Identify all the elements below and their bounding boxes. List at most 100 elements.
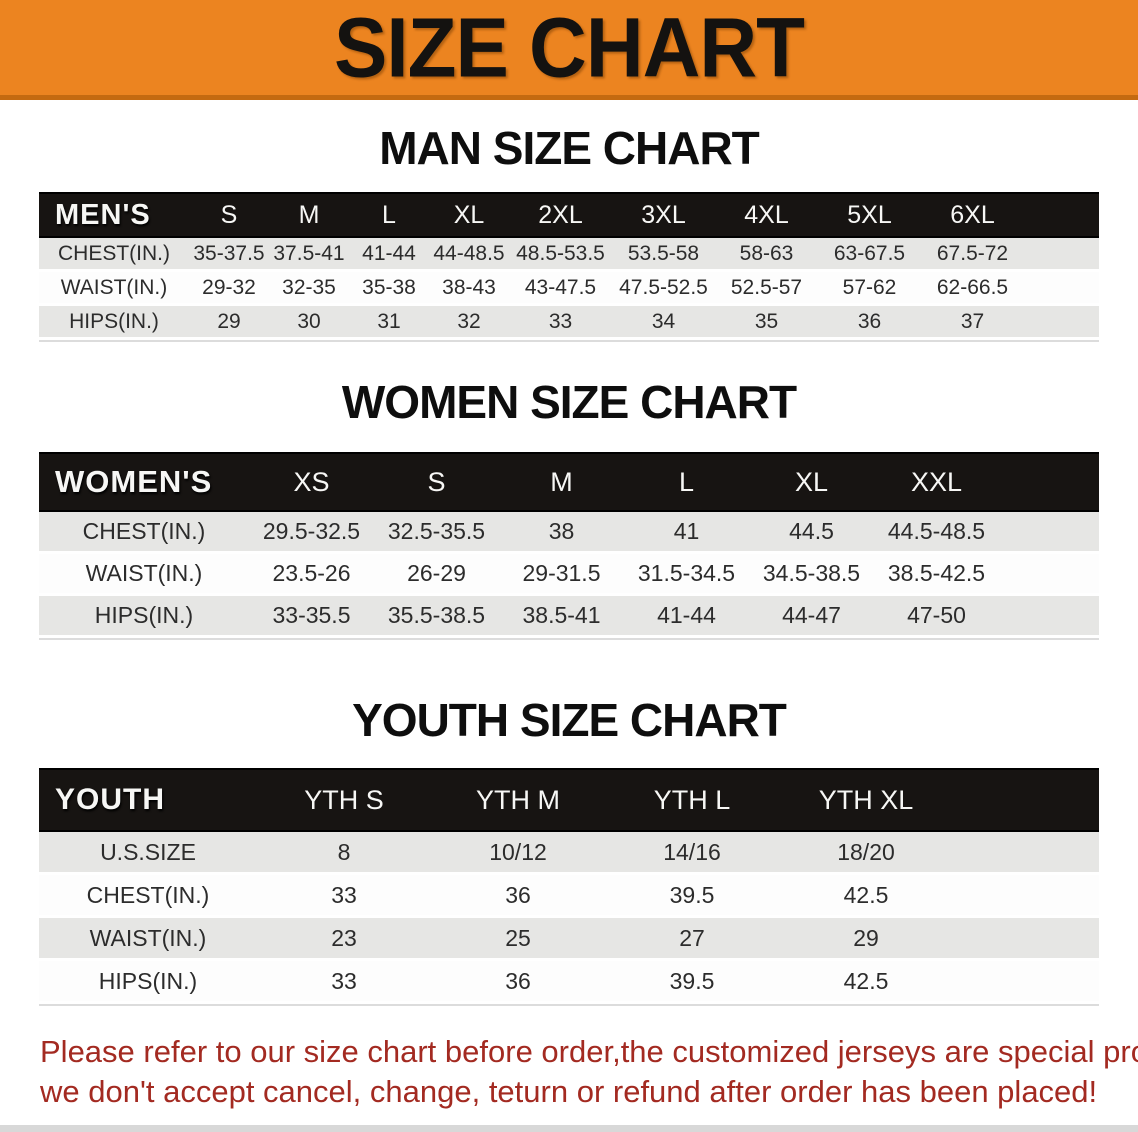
row-label: WAIST(IN.): [39, 918, 257, 961]
size-cell: 41: [624, 512, 749, 554]
size-column-header: YTH S: [257, 768, 431, 832]
size-cell: 29-31.5: [499, 554, 624, 596]
size-cell: 31: [349, 306, 429, 340]
size-cell: 38.5-41: [499, 596, 624, 638]
size-cell: 34: [612, 306, 715, 340]
size-column-header: S: [374, 452, 499, 512]
size-cell: 27: [605, 918, 779, 961]
row-label: HIPS(IN.): [39, 596, 249, 638]
size-cell: 48.5-53.5: [509, 238, 612, 272]
size-cell: 18/20: [779, 832, 953, 875]
size-cell: 42.5: [779, 875, 953, 918]
size-cell: 30: [269, 306, 349, 340]
size-cell: 33: [509, 306, 612, 340]
size-cell: 52.5-57: [715, 272, 818, 306]
size-cell: 35.5-38.5: [374, 596, 499, 638]
size-table: YOUTH YTH S YTH M YTH L YTH XL U.S.SIZE 8 10/12…: [39, 768, 1099, 1004]
row-filler: [1024, 272, 1099, 306]
women-size-table: WOMEN'S XS S M L XL XXL CHEST(IN.) 29.5-32.5 32.5…: [39, 452, 1099, 640]
disclaimer-line-2: we don't accept cancel, change, teturn o…: [40, 1074, 1098, 1109]
header-filler: [1024, 192, 1099, 238]
disclaimer-line-1: Please refer to our size chart before or…: [40, 1034, 1138, 1069]
size-cell: 35: [715, 306, 818, 340]
header-filler: [999, 452, 1099, 512]
size-cell: 26-29: [374, 554, 499, 596]
size-cell: 41-44: [624, 596, 749, 638]
size-cell: 41-44: [349, 238, 429, 272]
table-corner-label: YOUTH: [39, 768, 257, 832]
row-label: CHEST(IN.): [39, 238, 189, 272]
size-cell: 33: [257, 875, 431, 918]
size-column-header: XL: [429, 192, 509, 238]
size-cell: 62-66.5: [921, 272, 1024, 306]
size-cell: 29: [779, 918, 953, 961]
row-filler: [953, 961, 1099, 1004]
size-column-header: YTH XL: [779, 768, 953, 832]
size-cell: 32.5-35.5: [374, 512, 499, 554]
size-cell: 31.5-34.5: [624, 554, 749, 596]
youth-size-chart-heading: YOUTH SIZE CHART: [352, 694, 787, 746]
bottom-edge-strip: [0, 1125, 1138, 1132]
size-cell: 34.5-38.5: [749, 554, 874, 596]
table-row: CHEST(IN.) 29.5-32.5 32.5-35.5 38 41 44.5 44.5…: [39, 512, 1099, 554]
table-corner-label: MEN'S: [39, 192, 189, 238]
header-filler: [953, 768, 1099, 832]
size-cell: 63-67.5: [818, 238, 921, 272]
size-cell: 58-63: [715, 238, 818, 272]
size-cell: 47.5-52.5: [612, 272, 715, 306]
size-cell: 14/16: [605, 832, 779, 875]
youth-size-table: YOUTH YTH S YTH M YTH L YTH XL U.S.SIZE 8 10/12…: [39, 768, 1099, 1006]
table-corner-label: WOMEN'S: [39, 452, 249, 512]
size-column-header: XS: [249, 452, 374, 512]
table-header-row: MEN'S S M L XL 2XL 3XL 4XL 5XL 6XL: [39, 192, 1099, 238]
size-column-header: YTH L: [605, 768, 779, 832]
size-cell: 39.5: [605, 875, 779, 918]
size-chart-title: SIZE CHART: [334, 0, 805, 94]
row-filler: [953, 832, 1099, 875]
row-filler: [953, 918, 1099, 961]
order-disclaimer: Please refer to our size chart before or…: [40, 1032, 1138, 1112]
women-size-chart-heading: WOMEN SIZE CHART: [341, 376, 797, 428]
size-cell: 29: [189, 306, 269, 340]
size-column-header: M: [499, 452, 624, 512]
size-cell: 37.5-41: [269, 238, 349, 272]
size-column-header: 5XL: [818, 192, 921, 238]
size-chart-banner: SIZE CHART: [0, 0, 1138, 100]
size-table: MEN'S S M L XL 2XL 3XL 4XL 5XL 6XL CHEST(IN.) 35-37…: [39, 192, 1099, 340]
row-label: HIPS(IN.): [39, 306, 189, 340]
size-table: WOMEN'S XS S M L XL XXL CHEST(IN.) 29.5-32.5 32.5…: [39, 452, 1099, 638]
size-cell: 38.5-42.5: [874, 554, 999, 596]
size-cell: 33-35.5: [249, 596, 374, 638]
size-cell: 36: [431, 875, 605, 918]
size-cell: 23: [257, 918, 431, 961]
size-cell: 44-48.5: [429, 238, 509, 272]
size-cell: 35-38: [349, 272, 429, 306]
row-label: HIPS(IN.): [39, 961, 257, 1004]
size-column-header: XL: [749, 452, 874, 512]
row-label: CHEST(IN.): [39, 875, 257, 918]
row-filler: [999, 554, 1099, 596]
size-cell: 67.5-72: [921, 238, 1024, 272]
table-row: U.S.SIZE 8 10/12 14/16 18/20: [39, 832, 1099, 875]
size-cell: 47-50: [874, 596, 999, 638]
row-filler: [999, 512, 1099, 554]
table-row: CHEST(IN.) 35-37.5 37.5-41 41-44 44-48.5 48.5…: [39, 238, 1099, 272]
table-header-row: WOMEN'S XS S M L XL XXL: [39, 452, 1099, 512]
table-row: WAIST(IN.) 29-32 32-35 35-38 38-43 43-47.5 47.…: [39, 272, 1099, 306]
row-label: WAIST(IN.): [39, 554, 249, 596]
size-cell: 10/12: [431, 832, 605, 875]
row-filler: [1024, 306, 1099, 340]
size-cell: 57-62: [818, 272, 921, 306]
size-column-header: L: [624, 452, 749, 512]
size-cell: 53.5-58: [612, 238, 715, 272]
table-row: CHEST(IN.) 33 36 39.5 42.5: [39, 875, 1099, 918]
table-row: WAIST(IN.) 23 25 27 29: [39, 918, 1099, 961]
size-column-header: 3XL: [612, 192, 715, 238]
size-cell: 29-32: [189, 272, 269, 306]
row-filler: [999, 596, 1099, 638]
size-cell: 36: [818, 306, 921, 340]
row-label: WAIST(IN.): [39, 272, 189, 306]
size-cell: 38: [499, 512, 624, 554]
size-column-header: M: [269, 192, 349, 238]
size-column-header: L: [349, 192, 429, 238]
